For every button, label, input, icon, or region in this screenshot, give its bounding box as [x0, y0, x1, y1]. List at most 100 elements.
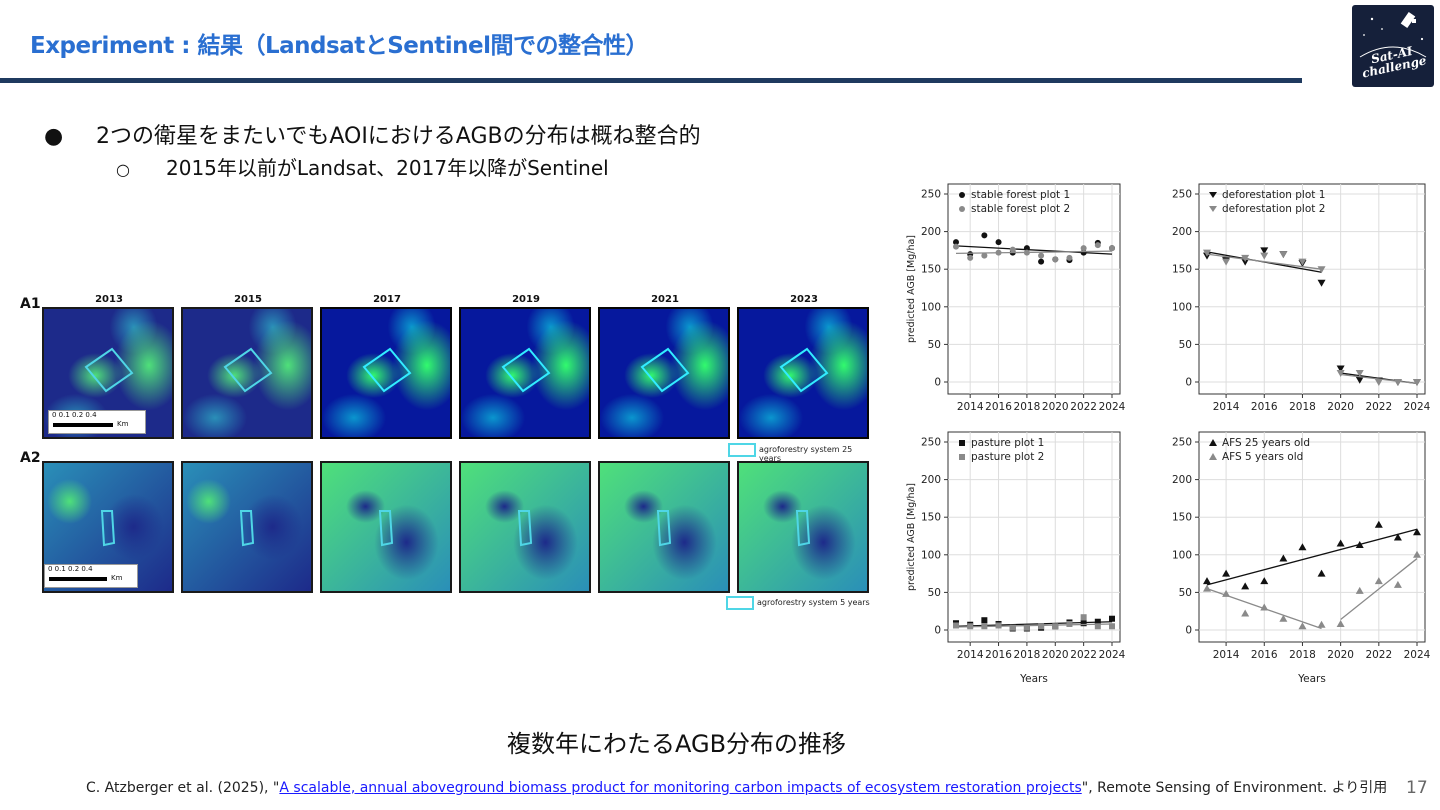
- x-tick-label: 2016: [1251, 401, 1278, 413]
- figure-caption: 複数年にわたるAGB分布の推移: [507, 730, 847, 758]
- data-point: [1203, 249, 1211, 257]
- data-point: [1374, 520, 1383, 528]
- x-tick-label: 2016: [985, 649, 1012, 661]
- data-point: [1355, 586, 1364, 594]
- y-tick-label: 250: [921, 437, 941, 449]
- chart-panel: 0 50 100 150 200 250 2014 2016 2018 2020 2022 2024 p…: [906, 431, 1126, 685]
- legend-label: deforestation plot 1: [1222, 189, 1325, 201]
- scale-ticks: 0 0.1 0.2 0.4: [48, 565, 93, 573]
- aoi-outline-25y: [223, 347, 273, 393]
- data-point: [1336, 365, 1345, 373]
- data-point: [1355, 369, 1364, 377]
- x-tick-label: 2022: [1365, 649, 1392, 661]
- y-tick-label: 200: [921, 474, 941, 486]
- page-number: 17: [1406, 778, 1428, 798]
- legend-label: pasture plot 2: [971, 451, 1044, 463]
- data-point: [1279, 614, 1288, 622]
- trend-line: [955, 250, 1113, 255]
- data-point: [1298, 543, 1307, 551]
- agb-map-panel: A1 A2 2013 2015 2017 2019 2021 2023 0 0.…: [14, 290, 874, 620]
- data-point: [967, 254, 974, 261]
- agb-map-tile: [320, 307, 452, 439]
- x-tick-label: 2022: [1070, 649, 1097, 661]
- bullet-sub-text: 2015年以前がLandsat、2017年以降がSentinel: [166, 156, 609, 180]
- data-point: [1317, 620, 1326, 628]
- legend-label-a1: agroforestry system 25 years: [759, 445, 853, 463]
- agb-map-tile: [459, 307, 591, 439]
- chart-panel: 0 50 100 150 200 250 2014 2016 2018 2020 2022 2024 d…: [1172, 183, 1431, 413]
- scale-unit: Km: [117, 420, 129, 428]
- agb-map-tile: [737, 307, 869, 439]
- plot-frame: [947, 183, 1121, 395]
- legend-label: deforestation plot 2: [1222, 203, 1325, 215]
- data-point: [1066, 254, 1073, 261]
- data-point: [1355, 541, 1364, 549]
- y-tick-label: 50: [928, 339, 941, 351]
- agb-map-tile: [320, 461, 452, 593]
- data-point: [1094, 623, 1101, 630]
- aoi-outline-5y: [239, 510, 255, 547]
- legend-marker: [959, 192, 965, 198]
- bullet-main-text: 2つの衛星をまたいでもAOIにおけるAGBの分布は概ね整合的: [96, 124, 701, 149]
- y-tick-label: 200: [921, 226, 941, 238]
- data-point: [1241, 254, 1250, 262]
- bullet-sub: ○ 2015年以前がLandsat、2017年以降がSentinel: [116, 152, 609, 181]
- data-point: [1241, 609, 1250, 617]
- y-tick-label: 100: [1172, 549, 1192, 561]
- scale-rule: [49, 577, 107, 581]
- plot-frame: [1198, 431, 1426, 643]
- x-tick-label: 2014: [957, 649, 984, 661]
- data-point: [1080, 245, 1087, 252]
- data-point: [1023, 245, 1030, 252]
- agb-map-tile: [181, 461, 313, 593]
- data-point: [1393, 533, 1402, 541]
- bullet-main: ● 2つの衛星をまたいでもAOIにおけるAGBの分布は概ね整合的: [44, 118, 701, 150]
- plot-frame: [1198, 183, 1426, 395]
- legend-label: stable forest plot 2: [971, 203, 1070, 215]
- data-point: [1279, 554, 1288, 562]
- x-tick-label: 2018: [1014, 649, 1041, 661]
- citation-link[interactable]: A scalable, annual aboveground biomass p…: [279, 780, 1082, 796]
- data-point: [1023, 624, 1030, 631]
- x-tick-label: 2024: [1099, 649, 1126, 661]
- legend-marker: [1209, 206, 1217, 212]
- citation-prefix: C. Atzberger et al. (2025), ": [86, 780, 280, 796]
- x-tick-label: 2018: [1014, 401, 1041, 413]
- data-point: [1203, 584, 1211, 592]
- data-point: [1336, 619, 1345, 627]
- data-point: [1317, 569, 1326, 577]
- trend-line: [1340, 558, 1418, 620]
- x-tick-label: 2014: [957, 401, 984, 413]
- data-point: [1038, 258, 1045, 265]
- aoi-outline-25y: [84, 347, 134, 393]
- x-axis-label: Years: [1019, 673, 1048, 685]
- data-point: [1336, 539, 1345, 547]
- data-point: [1109, 615, 1115, 622]
- data-point: [1260, 247, 1269, 255]
- data-point: [1094, 242, 1101, 249]
- legend-marker: [1209, 439, 1217, 446]
- data-point: [1203, 577, 1211, 585]
- aoi-outline-25y: [640, 347, 690, 393]
- aoi-outline-5y: [795, 510, 811, 547]
- data-point: [981, 623, 988, 630]
- data-point: [1222, 258, 1231, 266]
- y-tick-label: 100: [921, 301, 941, 313]
- aoi-outline-5y: [100, 510, 116, 547]
- citation-suffix: ", Remote Sensing of Environment. より引用: [1081, 780, 1388, 796]
- legend-marker: [1209, 192, 1217, 198]
- data-point: [995, 622, 1002, 629]
- y-tick-label: 150: [921, 512, 941, 524]
- x-tick-label: 2022: [1365, 401, 1392, 413]
- scale-bar-a1: 0 0.1 0.2 0.4 Km: [48, 410, 146, 434]
- agb-map-tile: [181, 307, 313, 439]
- y-tick-label: 150: [1172, 264, 1192, 276]
- x-tick-label: 2018: [1289, 401, 1316, 413]
- agb-map-tile: [737, 461, 869, 593]
- data-point: [1080, 620, 1087, 627]
- data-point: [1298, 622, 1307, 630]
- scale-ticks: 0 0.1 0.2 0.4: [52, 411, 97, 419]
- year-label: 2017: [373, 294, 401, 305]
- row-label-a2: A2: [20, 450, 41, 466]
